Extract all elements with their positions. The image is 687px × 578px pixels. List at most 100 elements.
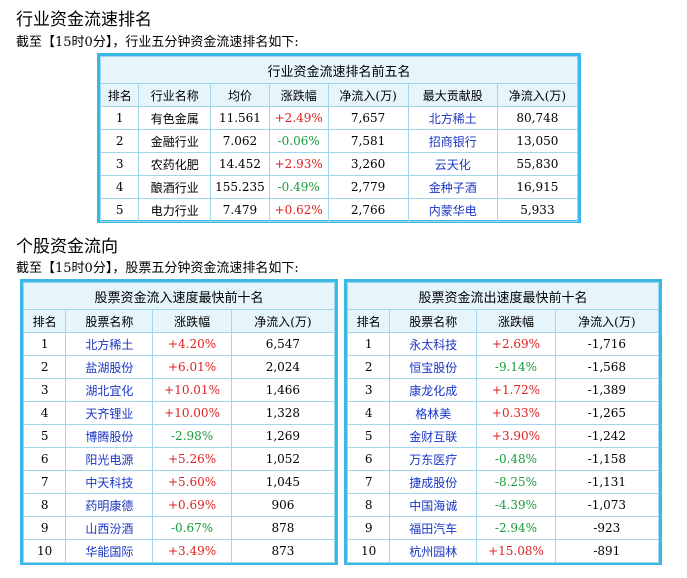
table-cell: 906 (230, 493, 336, 517)
table-cell: 3,260 (327, 152, 409, 176)
table-row: 2 金融行业 7.062 -0.06% 7,581 招商银行 13,050 (99, 129, 579, 153)
table-row: 10 华能国际 +3.49% 873 (22, 539, 336, 563)
table-row: 1 北方稀土 +4.20% 6,547 (22, 332, 336, 356)
stock-link[interactable]: 北方稀土 (407, 106, 498, 130)
table-cell: -1,242 (554, 424, 660, 448)
stock-link[interactable]: 杭州园林 (389, 539, 478, 563)
stock-heading: 个股资金流向 (16, 237, 118, 257)
change-percent: -0.67% (152, 516, 232, 540)
table-row: 6 万东医疗 -0.48% -1,158 (346, 447, 660, 471)
change-percent: -4.39% (476, 493, 556, 517)
stock-link[interactable]: 内蒙华电 (407, 198, 498, 222)
stock-link[interactable]: 捷成股份 (389, 470, 478, 494)
stock-note: 截至【15时0分】，股票五分钟资金流速排名如下: (16, 261, 299, 276)
change-percent: +10.00% (152, 401, 232, 425)
stock-link[interactable]: 福田汽车 (389, 516, 478, 540)
inflow-table: 股票资金流入速度最快前十名 排名 股票名称 涨跌幅 净流入(万) 1 北方稀土 +4.20… (22, 282, 336, 563)
table-row: 5 电力行业 7.479 +0.62% 2,766 内蒙华电 5,933 (99, 198, 579, 222)
table-row: 4 格林美 +0.33% -1,265 (346, 401, 660, 425)
table-cell: 9 (346, 516, 391, 540)
table-cell: 1,269 (230, 424, 336, 448)
table-cell: 7 (22, 470, 67, 494)
stock-link[interactable]: 中国海诚 (389, 493, 478, 517)
change-percent: -0.49% (268, 175, 329, 199)
column-header: 行业名称 (138, 83, 212, 107)
inflow-table-box: 股票资金流入速度最快前十名 排名 股票名称 涨跌幅 净流入(万) 1 北方稀土 +4.20… (20, 279, 338, 565)
column-header: 涨跌幅 (152, 309, 232, 333)
table-cell: 1 (22, 332, 67, 356)
stock-link[interactable]: 康龙化成 (389, 378, 478, 402)
industry-note: 截至【15时0分】，行业五分钟资金流速排名如下: (16, 35, 299, 50)
table-row: 8 中国海诚 -4.39% -1,073 (346, 493, 660, 517)
table-row: 7 捷成股份 -8.25% -1,131 (346, 470, 660, 494)
table-cell: 8 (22, 493, 67, 517)
stock-link[interactable]: 阳光电源 (65, 447, 154, 471)
change-percent: +0.62% (268, 198, 329, 222)
table-cell: 6,547 (230, 332, 336, 356)
table-cell: 10 (346, 539, 391, 563)
stock-link[interactable]: 天齐锂业 (65, 401, 154, 425)
table-cell: 1,045 (230, 470, 336, 494)
table-cell: 3 (99, 152, 140, 176)
table-row: 9 福田汽车 -2.94% -923 (346, 516, 660, 540)
stock-link[interactable]: 博腾股份 (65, 424, 154, 448)
table-cell: 2,766 (327, 198, 409, 222)
table-cell: 7 (346, 470, 391, 494)
stock-link[interactable]: 金财互联 (389, 424, 478, 448)
column-header: 排名 (22, 309, 67, 333)
change-percent: +15.08% (476, 539, 556, 563)
table-cell: 55,830 (496, 152, 579, 176)
table-cell: 11.561 (210, 106, 270, 130)
outflow-table-box: 股票资金流出速度最快前十名 排名 股票名称 涨跌幅 净流入(万) 1 永太科技 +2.69… (344, 279, 662, 565)
change-percent: +10.01% (152, 378, 232, 402)
change-percent: -2.98% (152, 424, 232, 448)
table-cell: 6 (22, 447, 67, 471)
table-cell: 5 (99, 198, 140, 222)
table-cell: -1,716 (554, 332, 660, 356)
table-row: 6 阳光电源 +5.26% 1,052 (22, 447, 336, 471)
table-cell: 5 (22, 424, 67, 448)
table-row: 5 金财互联 +3.90% -1,242 (346, 424, 660, 448)
table-cell: 2 (22, 355, 67, 379)
table-row: 3 农药化肥 14.452 +2.93% 3,260 云天化 55,830 (99, 152, 579, 176)
table-row: 10 杭州园林 +15.08% -891 (346, 539, 660, 563)
stock-link[interactable]: 药明康德 (65, 493, 154, 517)
stock-link[interactable]: 金种子酒 (407, 175, 498, 199)
change-percent: +0.69% (152, 493, 232, 517)
stock-link[interactable]: 中天科技 (65, 470, 154, 494)
outflow-table: 股票资金流出速度最快前十名 排名 股票名称 涨跌幅 净流入(万) 1 永太科技 +2.69… (346, 282, 660, 563)
table-row: 5 博腾股份 -2.98% 1,269 (22, 424, 336, 448)
change-percent: +1.72% (476, 378, 556, 402)
table-cell: 9 (22, 516, 67, 540)
stock-link[interactable]: 格林美 (389, 401, 478, 425)
stock-link[interactable]: 万东医疗 (389, 447, 478, 471)
column-header: 排名 (346, 309, 391, 333)
stock-link[interactable]: 盐湖股份 (65, 355, 154, 379)
table-cell: 10 (22, 539, 67, 563)
change-percent: +5.60% (152, 470, 232, 494)
stock-link[interactable]: 永太科技 (389, 332, 478, 356)
table-row: 4 天齐锂业 +10.00% 1,328 (22, 401, 336, 425)
table-cell: 1,466 (230, 378, 336, 402)
table-cell: 4 (346, 401, 391, 425)
column-header: 净流入(万) (230, 309, 336, 333)
table-cell: 4 (22, 401, 67, 425)
stock-link[interactable]: 招商银行 (407, 129, 498, 153)
stock-link[interactable]: 北方稀土 (65, 332, 154, 356)
stock-link[interactable]: 湖北宜化 (65, 378, 154, 402)
change-percent: -9.14% (476, 355, 556, 379)
table-row: 1 有色金属 11.561 +2.49% 7,657 北方稀土 80,748 (99, 106, 579, 130)
table-cell: -1,389 (554, 378, 660, 402)
table-row: 2 恒宝股份 -9.14% -1,568 (346, 355, 660, 379)
stock-link[interactable]: 山西汾酒 (65, 516, 154, 540)
table-cell: 13,050 (496, 129, 579, 153)
stock-link[interactable]: 云天化 (407, 152, 498, 176)
table-cell: -891 (554, 539, 660, 563)
table-row: 2 盐湖股份 +6.01% 2,024 (22, 355, 336, 379)
stock-link[interactable]: 恒宝股份 (389, 355, 478, 379)
table-row: 1 永太科技 +2.69% -1,716 (346, 332, 660, 356)
stock-link[interactable]: 华能国际 (65, 539, 154, 563)
column-header: 均价 (210, 83, 270, 107)
table-cell: 1 (99, 106, 140, 130)
table-cell: 电力行业 (138, 198, 212, 222)
